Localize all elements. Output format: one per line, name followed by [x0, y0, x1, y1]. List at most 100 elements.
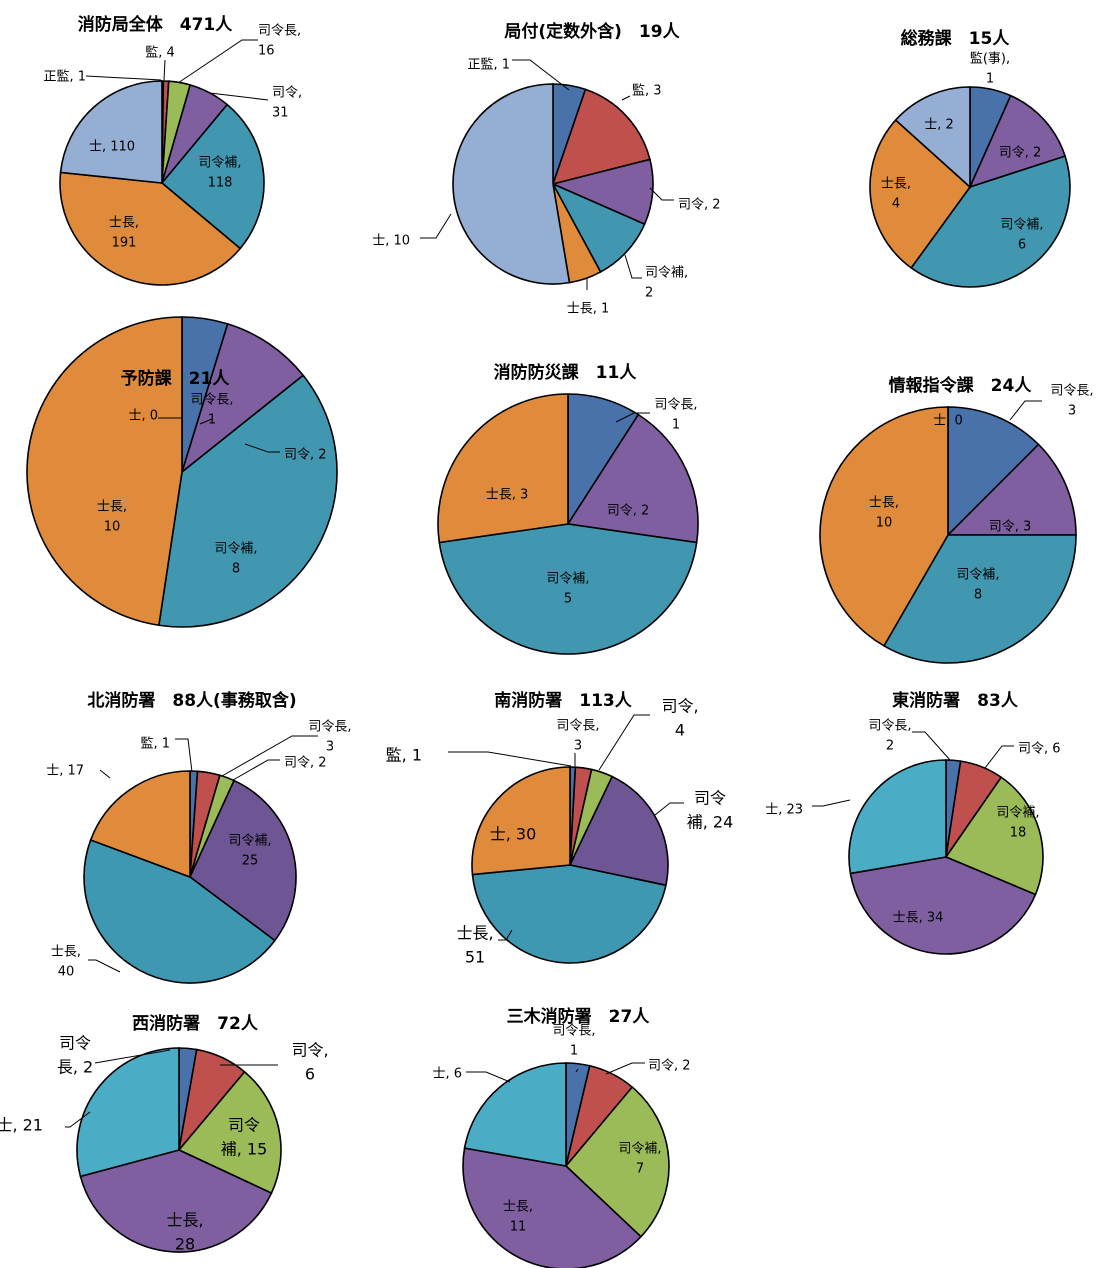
- slice-label-0-0: 正監, 1: [43, 69, 86, 85]
- leader-line-1-5: [420, 213, 452, 239]
- leader-line-6-0: [175, 738, 193, 773]
- slice-label-5-4: 士, 0: [933, 414, 963, 429]
- slice-label-7-2: 司令, 4: [661, 697, 698, 740]
- pie-slice-0-4: [160, 103, 265, 250]
- pie-slice-0-5: [59, 171, 242, 286]
- pie-slice-3-1: [180, 322, 305, 475]
- leader-line-9-4: [65, 1111, 91, 1128]
- pie-slice-1-5: [452, 83, 571, 285]
- slice-label-6-1: 司令長, 3: [308, 720, 351, 755]
- slice-label-0-2: 司令長, 16: [258, 24, 301, 59]
- slice-label-1-0: 正監, 1: [467, 57, 510, 73]
- leader-line-3-1: [244, 443, 280, 453]
- pie-slice-6-4: [83, 838, 276, 984]
- slice-label-5-3: 士長, 10: [869, 496, 899, 531]
- slice-label-9-0: 司令長, 2: [57, 1034, 93, 1077]
- leader-line-8-0: [912, 731, 951, 761]
- slice-label-4-1: 司令, 2: [607, 504, 650, 519]
- slice-label-2-4: 士, 2: [924, 118, 954, 133]
- leader-line-0-0: [85, 75, 162, 81]
- leader-line-6-1: [221, 735, 318, 777]
- slice-label-7-3: 司令補, 24: [687, 789, 734, 832]
- slice-label-0-6: 士, 110: [89, 140, 135, 155]
- pie-slices: [26, 80, 1077, 1268]
- leader-line-1-1: [621, 95, 631, 101]
- pie-slice-2-1: [968, 94, 1067, 189]
- slice-label-10-3: 士長, 11: [503, 1200, 533, 1235]
- pie-slice-2-4: [894, 86, 971, 189]
- pie-slice-10-3: [462, 1147, 643, 1268]
- slice-label-1-1: 監, 3: [632, 83, 662, 99]
- chart-title-5: 情報指令課 24人: [889, 375, 1033, 396]
- slice-label-4-0: 司令長, 1: [654, 398, 697, 433]
- slice-label-6-3: 司令補, 25: [228, 834, 271, 869]
- pie-slice-1-1: [551, 88, 651, 186]
- pie-slice-7-5: [471, 766, 571, 876]
- slice-label-3-4: 士, 0: [128, 409, 158, 424]
- slice-label-7-4: 士長, 51: [456, 924, 493, 967]
- pie-slice-6-5: [89, 770, 191, 879]
- chart-titles: 消防局全体 471人 局付(定数外含) 19人 総務課 15人 予防課 21人 …: [78, 14, 1033, 1034]
- slice-label-2-3: 士長, 4: [881, 177, 911, 212]
- pie-slice-5-0: [947, 406, 1040, 537]
- slice-label-1-2: 司令, 2: [678, 198, 721, 213]
- slice-label-10-4: 士, 6: [432, 1067, 462, 1082]
- pie-slice-4-2: [438, 523, 698, 655]
- slice-label-2-0: 監(事), 1: [970, 51, 1010, 87]
- slice-label-4-3: 士長, 3: [486, 488, 529, 503]
- chart-title-8: 東消防署 83人: [892, 690, 1019, 711]
- leader-line-0-2: [177, 39, 258, 84]
- leader-line-0-3: [209, 92, 269, 101]
- leader-line-7-0: [448, 751, 572, 767]
- leader-line-7-4: [498, 929, 513, 941]
- leader-line-4-0: [615, 412, 650, 423]
- leader-line-10-0: [575, 1068, 579, 1073]
- slice-label-2-1: 司令, 2: [999, 146, 1042, 161]
- slice-label-10-0: 司令長, 1: [552, 1024, 595, 1059]
- pie-slice-4-3: [437, 393, 569, 544]
- slice-label-5-0: 司令長, 3: [1050, 384, 1093, 419]
- leader-line-0-1: [163, 59, 166, 81]
- slice-label-8-1: 司令, 6: [1018, 742, 1061, 757]
- pie-slice-7-4: [471, 864, 667, 964]
- slice-labels: 正監, 1 監, 4 司令長, 16 司令, 31 司令補, 118 士長, 191 士, 110 正…: [0, 24, 1094, 1254]
- slice-label-7-1: 司令長, 3: [556, 719, 599, 754]
- slice-label-10-2: 司令補, 7: [618, 1142, 661, 1177]
- pie-slice-2-2: [910, 155, 1071, 288]
- leader-line-7-2: [598, 714, 650, 771]
- pie-slice-9-3: [79, 1149, 273, 1253]
- pie-slice-7-3: [568, 775, 669, 887]
- slice-label-0-4: 司令補, 118: [198, 156, 241, 191]
- pie-slice-10-2: [564, 1085, 670, 1238]
- pie-slice-8-2: [944, 776, 1044, 896]
- leader-line-1-0: [512, 59, 570, 91]
- slice-label-1-4: 士長, 1: [567, 302, 610, 317]
- slice-label-5-1: 司令, 3: [989, 520, 1032, 535]
- chart-title-7: 南消防署 113人: [494, 690, 632, 711]
- chart-title-0: 消防局全体 471人: [78, 14, 233, 35]
- leader-line-7-3: [654, 802, 684, 816]
- leader-line-5-0: [1009, 400, 1042, 421]
- slice-label-8-2: 司令補, 18: [996, 806, 1039, 841]
- pie-slice-5-1: [946, 443, 1077, 536]
- leader-line-8-1: [984, 745, 1014, 769]
- slice-label-3-0: 司令長, 1: [190, 393, 233, 428]
- slice-label-9-4: 士, 21: [0, 1116, 43, 1135]
- pie-slice-5-2: [882, 534, 1077, 664]
- slice-label-8-4: 士, 23: [765, 803, 803, 818]
- leader-line-10-4: [466, 1071, 511, 1083]
- leader-line-9-0: [94, 1049, 171, 1064]
- leader-line-10-1: [605, 1062, 645, 1075]
- slice-label-1-3: 司令補, 2: [645, 266, 688, 301]
- pie-slice-9-2: [177, 1070, 282, 1195]
- pie-slice-3-2: [157, 374, 338, 628]
- chart-title-6: 北消防署 88人(事務取含): [87, 690, 296, 711]
- leader-line-3-0: [199, 418, 213, 425]
- chart-title-10: 三木消防署 27人: [507, 1006, 651, 1027]
- chart-title-9: 西消防署 72人: [132, 1013, 259, 1034]
- chart-title-2: 総務課 15人: [901, 28, 1011, 49]
- pie-slice-8-3: [849, 856, 1037, 955]
- pie-slice-6-3: [189, 779, 297, 942]
- slice-label-6-4: 士長, 40: [51, 945, 81, 980]
